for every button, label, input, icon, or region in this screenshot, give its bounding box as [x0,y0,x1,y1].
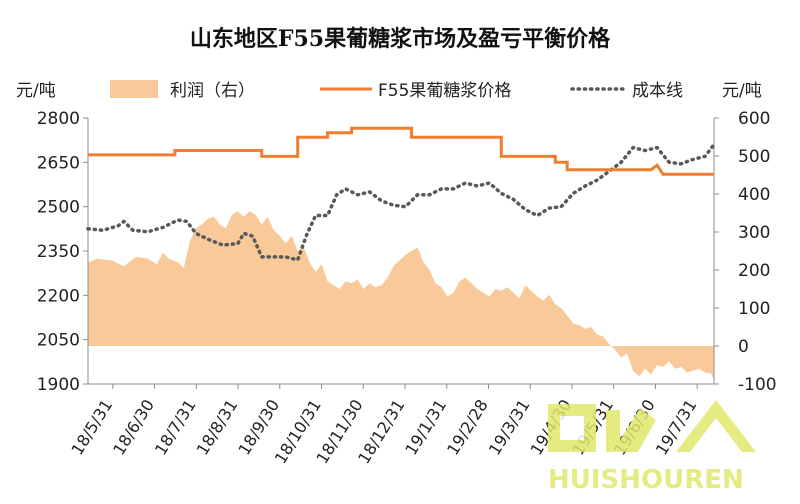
legend-cost-label: 成本线 [632,81,683,101]
legend: 利润（右） F55果葡糖浆价格 成本线 [110,80,683,101]
watermark-logo-text: HUISHOUREN [548,465,744,495]
watermark-logo-roof [676,400,756,452]
left-tick-label: 2050 [37,331,80,351]
price-line-layer [88,126,714,176]
left-tick-label: 1900 [37,375,80,395]
cost-line-layer [86,142,716,262]
right-tick-label: 200 [738,261,770,281]
left-axis-ticks: 2800 2650 2500 2350 2200 2050 1900 [37,109,88,395]
watermark-logo-glyph [606,408,656,452]
left-tick-label: 2200 [37,286,80,306]
watermark-logo-inner [560,416,584,440]
x-axis-ticks: 18/5/3118/6/3018/7/3118/8/3118/9/3018/10… [67,384,701,467]
right-tick-label: -100 [738,375,777,395]
watermark-logo: HUISHOUREN [548,400,756,495]
x-tick-label: 19/7/31 [652,396,701,458]
right-axis-unit: 元/吨 [722,81,762,101]
right-tick-label: 500 [738,147,770,167]
legend-profit-label: 利润（右） [170,81,255,101]
legend-price-label: F55果葡糖浆价格 [378,81,511,101]
left-tick-label: 2800 [37,109,80,129]
right-axis-ticks: 600 500 400 300 200 100 0 -100 [714,109,777,395]
right-tick-label: 300 [738,223,770,243]
left-tick-label: 2350 [37,242,80,262]
left-tick-label: 2650 [37,153,80,173]
left-tick-label: 2500 [37,198,80,218]
right-tick-label: 0 [738,337,749,357]
profit-area [88,211,714,381]
right-tick-label: 600 [738,109,770,129]
legend-profit-swatch [110,80,158,98]
right-tick-label: 400 [738,185,770,205]
profit-area-layer [88,211,714,381]
chart-title: 山东地区F55果葡糖浆市场及盈亏平衡价格 [190,26,611,52]
right-tick-label: 100 [738,299,770,319]
left-axis-unit: 元/吨 [16,81,56,101]
price-line [88,126,714,176]
cost-line [86,142,716,262]
